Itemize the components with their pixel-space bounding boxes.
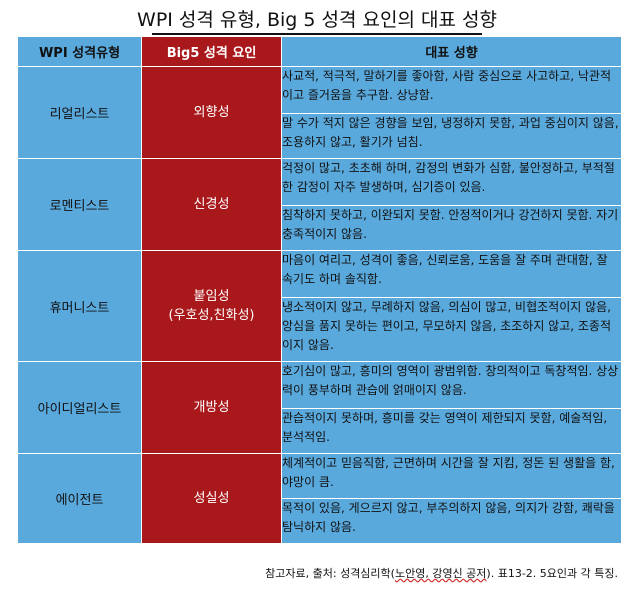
table-row: 관습적이지 못하며, 흥미를 갖는 영역이 제한되지 못함, 예술적임, 분석적… (18, 408, 622, 454)
footnote-authors: 노안영, 강영신 공저 (394, 567, 487, 580)
tendency-low-cell: 말 수가 적지 않은 경향을 보임, 냉정하지 못함, 과업 중심이지 않음, … (281, 113, 622, 159)
factor-label: 붙임성 (193, 289, 230, 304)
tendency-low-cell: 냉소적이지 않고, 무례하지 않음, 의심이 많고, 비협조적이지 않음, 앙심… (281, 297, 622, 362)
header-big5-factor: Big5 성격 요인 (141, 36, 282, 67)
table-row: 아이디얼리스트 개방성 호기심이 많고, 흥미의 영역이 광범위함. 창의적이고… (17, 361, 622, 454)
personality-table: WPI 성격유형 Big5 성격 요인 대표 성향 리얼리스트 외향성 사교적,… (17, 36, 622, 544)
big5-factor-cell: 붙임성 (우호성,친화성) (141, 250, 282, 362)
factor-label: 신경성 (193, 197, 230, 212)
table-row: 목적이 있음, 게으르지 않고, 부주의하지 않음, 의지가 강함, 쾌락을 탐… (18, 498, 622, 544)
tendency-low-cell: 관습적이지 못하며, 흥미를 갖는 영역이 제한되지 못함, 예술적임, 분석적… (281, 408, 622, 454)
tendency-high-cell: 마음이 여리고, 성격이 좋음, 신뢰로움, 도움을 잘 주며 관대함, 잘 속… (281, 250, 622, 298)
tendency-high-cell: 체계적이고 믿음직함, 근면하며 시간을 잘 지킴, 정돈 된 생활을 함, 야… (281, 453, 622, 499)
footnote-prefix: 참고자료, 출처: 성격심리학( (265, 567, 395, 580)
source-footnote: 참고자료, 출처: 성격심리학(노안영, 강영신 공저). 표13-2. 5요인… (265, 566, 618, 582)
big5-factor-cell: 외향성 (141, 66, 282, 159)
factor-label: 외향성 (193, 105, 230, 120)
title-underline (152, 33, 482, 35)
big5-factor-cell: 개방성 (141, 361, 282, 454)
big5-factor-cell: 성실성 (141, 453, 282, 544)
tendency-high-cell: 사교적, 적극적, 말하기를 좋아함, 사람 중심으로 사고하고, 낙관적이고 … (281, 66, 622, 114)
factor-label: 개방성 (193, 400, 230, 415)
header-wpi-type: WPI 성격유형 (17, 36, 142, 67)
big5-factor-cell: 신경성 (141, 158, 282, 251)
wpi-type-cell: 리얼리스트 (17, 66, 142, 159)
tendency-low-cell: 목적이 있음, 게으르지 않고, 부주의하지 않음, 의지가 강함, 쾌락을 탐… (281, 498, 622, 544)
table-row: 휴머니스트 붙임성 (우호성,친화성) 마음이 여리고, 성격이 좋음, 신뢰로… (17, 250, 622, 362)
table-row: 로멘티스트 신경성 걱정이 많고, 초초해 하며, 감정의 변화가 심함, 불안… (17, 158, 622, 251)
wpi-type-cell: 아이디얼리스트 (17, 361, 142, 454)
table-row: 냉소적이지 않고, 무례하지 않음, 의심이 많고, 비협조적이지 않음, 앙심… (18, 297, 622, 362)
table-row: 리얼리스트 외향성 사교적, 적극적, 말하기를 좋아함, 사람 중심으로 사고… (17, 66, 622, 159)
tendency-high-cell: 걱정이 많고, 초초해 하며, 감정의 변화가 심함, 불안정하고, 부적절한 … (281, 158, 622, 206)
factor-alias-label: (우호성,친화성) (168, 308, 255, 323)
wpi-type-cell: 휴머니스트 (17, 250, 142, 362)
wpi-type-cell: 로멘티스트 (17, 158, 142, 251)
wpi-type-cell: 에이전트 (17, 453, 142, 544)
footnote-suffix: ). 표13-2. 5요인과 각 특징. (486, 567, 618, 580)
table-row: 침착하지 못하고, 이완되지 못함. 안정적이거나 강건하지 못함. 자기충족적… (18, 205, 622, 251)
table-header-row: WPI 성격유형 Big5 성격 요인 대표 성향 (17, 36, 622, 67)
table-row: 말 수가 적지 않은 경향을 보임, 냉정하지 못함, 과업 중심이지 않음, … (18, 113, 622, 159)
table-row: 에이전트 성실성 체계적이고 믿음직함, 근면하며 시간을 잘 지킴, 정돈 된… (17, 453, 622, 544)
tendency-low-cell: 침착하지 못하고, 이완되지 못함. 안정적이거나 강건하지 못함. 자기충족적… (281, 205, 622, 251)
factor-label: 성실성 (193, 491, 230, 506)
header-representative-tendency: 대표 성향 (281, 36, 622, 67)
page-title: WPI 성격 유형, Big 5 성격 요인의 대표 성향 (137, 9, 497, 31)
tendency-high-cell: 호기심이 많고, 흥미의 영역이 광범위함. 창의적이고 독창적임. 상상력이 … (281, 361, 622, 409)
